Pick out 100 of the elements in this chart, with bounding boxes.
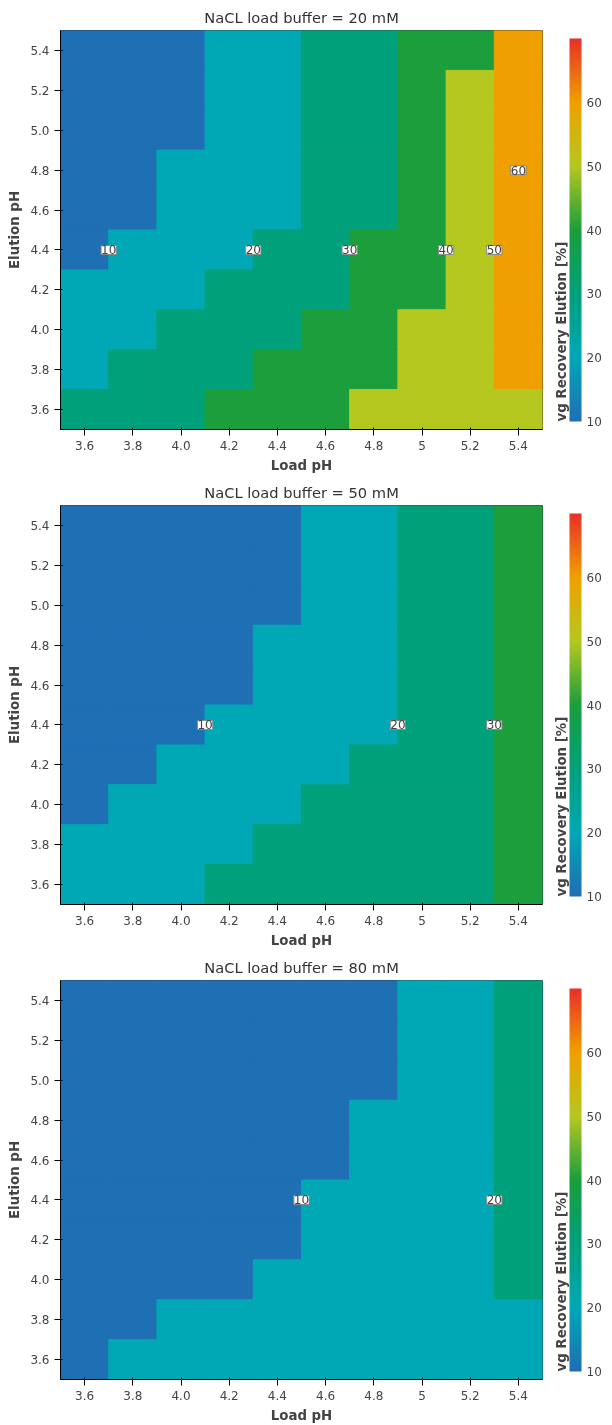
y-tick-label: 4.2: [30, 283, 50, 298]
y-tick-label: 4.6: [30, 1153, 50, 1168]
annotation: 50: [486, 243, 502, 258]
x-tick-label: 5.2: [460, 913, 480, 928]
y-tick-label: 4.6: [30, 678, 50, 693]
annotation: 40: [438, 243, 454, 258]
y-tick-label: 4.2: [30, 1233, 50, 1248]
x-axis-title: Load pH: [270, 932, 333, 948]
annotation: 60: [510, 163, 527, 178]
x-tick-label: 5.2: [460, 438, 480, 453]
y-tick-label: 4.0: [30, 1273, 50, 1288]
y-tick-label: 4.6: [30, 203, 50, 218]
x-tick-label: 5: [418, 1388, 426, 1403]
y-tick-label: 5.0: [30, 123, 50, 138]
x-tick-label: 4.2: [219, 913, 239, 928]
x-tick-label: 4.0: [171, 913, 191, 928]
x-tick-label: 5.4: [508, 438, 528, 453]
y-tick-label: 5.4: [30, 43, 50, 58]
x-tick-label: 3.8: [123, 438, 143, 453]
color-bar-title: vg Recovery Elution [%]: [553, 241, 569, 422]
annotation: 30: [486, 718, 502, 733]
x-tick-label: 3.6: [75, 1388, 95, 1403]
x-tick-label: 4.6: [316, 438, 336, 453]
color-bar-label: 20: [586, 1301, 602, 1316]
annotation: 10: [101, 243, 117, 258]
x-tick-label: 3.6: [75, 438, 95, 453]
annotation: 10: [293, 1193, 310, 1208]
y-tick-label: 5.2: [30, 83, 50, 98]
y-tick-label: 4.4: [30, 1193, 50, 1208]
y-tick-label: 3.6: [30, 878, 50, 893]
y-axis-title: Elution pH: [7, 665, 23, 745]
annotation: 20: [486, 1193, 502, 1208]
y-axis-title: Elution pH: [7, 190, 23, 270]
y-tick-label: 4.8: [30, 163, 50, 178]
x-tick-label: 3.8: [123, 913, 143, 928]
x-tick-label: 4.4: [267, 438, 287, 453]
chart-title: NaCL load buffer = 20 mM: [204, 8, 399, 26]
color-bar-title: vg Recovery Elution [%]: [553, 716, 569, 897]
y-tick-label: 3.8: [30, 1313, 50, 1328]
x-tick-label: 3.6: [75, 913, 95, 928]
color-bar-label: 30: [586, 1237, 602, 1252]
color-bar-label: 10: [586, 415, 602, 429]
x-tick-label: 5.2: [460, 1388, 480, 1403]
y-tick-label: 5.0: [30, 1073, 50, 1088]
x-tick-label: 4.4: [267, 913, 287, 928]
x-tick-label: 5.4: [508, 913, 528, 928]
x-tick-label: 4.8: [364, 913, 384, 928]
y-tick-label: 3.6: [30, 403, 50, 418]
x-tick-label: 4.2: [219, 1388, 239, 1403]
y-tick-label: 3.8: [30, 838, 50, 853]
y-tick-label: 5.2: [30, 1033, 50, 1048]
color-bar-label: 50: [586, 159, 602, 174]
color-bar-label: 30: [586, 287, 602, 302]
x-tick-label: 4.8: [364, 1388, 384, 1403]
y-tick-label: 4.0: [30, 798, 50, 813]
y-tick-label: 4.4: [30, 243, 50, 258]
color-bar-label: 30: [586, 762, 602, 777]
y-tick-label: 4.0: [30, 323, 50, 338]
color-bar-label: 40: [586, 698, 602, 713]
color-bar-label: 60: [586, 1045, 602, 1060]
color-bar-label: 10: [586, 890, 602, 904]
x-axis-title: Load pH: [270, 1407, 333, 1423]
x-tick-label: 4.0: [171, 1388, 191, 1403]
y-tick-label: 4.2: [30, 758, 50, 773]
y-tick-label: 3.8: [30, 363, 50, 378]
x-tick-label: 5: [418, 438, 426, 453]
y-tick-label: 5.4: [30, 993, 50, 1008]
color-bar-label: 20: [586, 351, 602, 366]
x-tick-label: 4.0: [171, 438, 191, 453]
color-bar-title: vg Recovery Elution [%]: [553, 1191, 569, 1372]
x-tick-label: 5.4: [508, 1388, 528, 1403]
color-bar-label: 60: [586, 570, 602, 585]
x-tick-label: 4.2: [219, 438, 239, 453]
y-tick-label: 5.4: [30, 518, 50, 533]
x-tick-label: 5: [418, 913, 426, 928]
x-tick-label: 4.8: [364, 438, 384, 453]
y-tick-label: 4.4: [30, 718, 50, 733]
x-axis-title: Load pH: [270, 457, 333, 473]
y-axis-title: Elution pH: [7, 1140, 23, 1220]
chart-title: NaCL load buffer = 50 mM: [204, 483, 399, 501]
annotation: 10: [197, 718, 213, 733]
y-tick-label: 5.0: [30, 598, 50, 613]
color-bar-label: 50: [586, 634, 602, 649]
y-tick-label: 3.6: [30, 1353, 50, 1368]
y-tick-label: 5.2: [30, 558, 50, 573]
x-tick-label: 4.6: [316, 913, 336, 928]
color-bar-label: 20: [586, 826, 602, 841]
chart-title: NaCL load buffer = 80 mM: [204, 958, 399, 976]
annotation: 30: [342, 243, 358, 258]
annotation: 20: [245, 243, 261, 258]
x-tick-label: 3.8: [123, 1388, 143, 1403]
color-bar-label: 40: [586, 223, 602, 238]
x-tick-label: 4.6: [316, 1388, 336, 1403]
y-tick-label: 4.8: [30, 1113, 50, 1128]
color-bar-label: 40: [586, 1173, 602, 1188]
x-tick-label: 4.4: [267, 1388, 287, 1403]
y-tick-label: 4.8: [30, 638, 50, 653]
annotation: 20: [390, 718, 406, 733]
color-bar-label: 50: [586, 1109, 602, 1124]
color-bar-label: 10: [586, 1365, 602, 1379]
